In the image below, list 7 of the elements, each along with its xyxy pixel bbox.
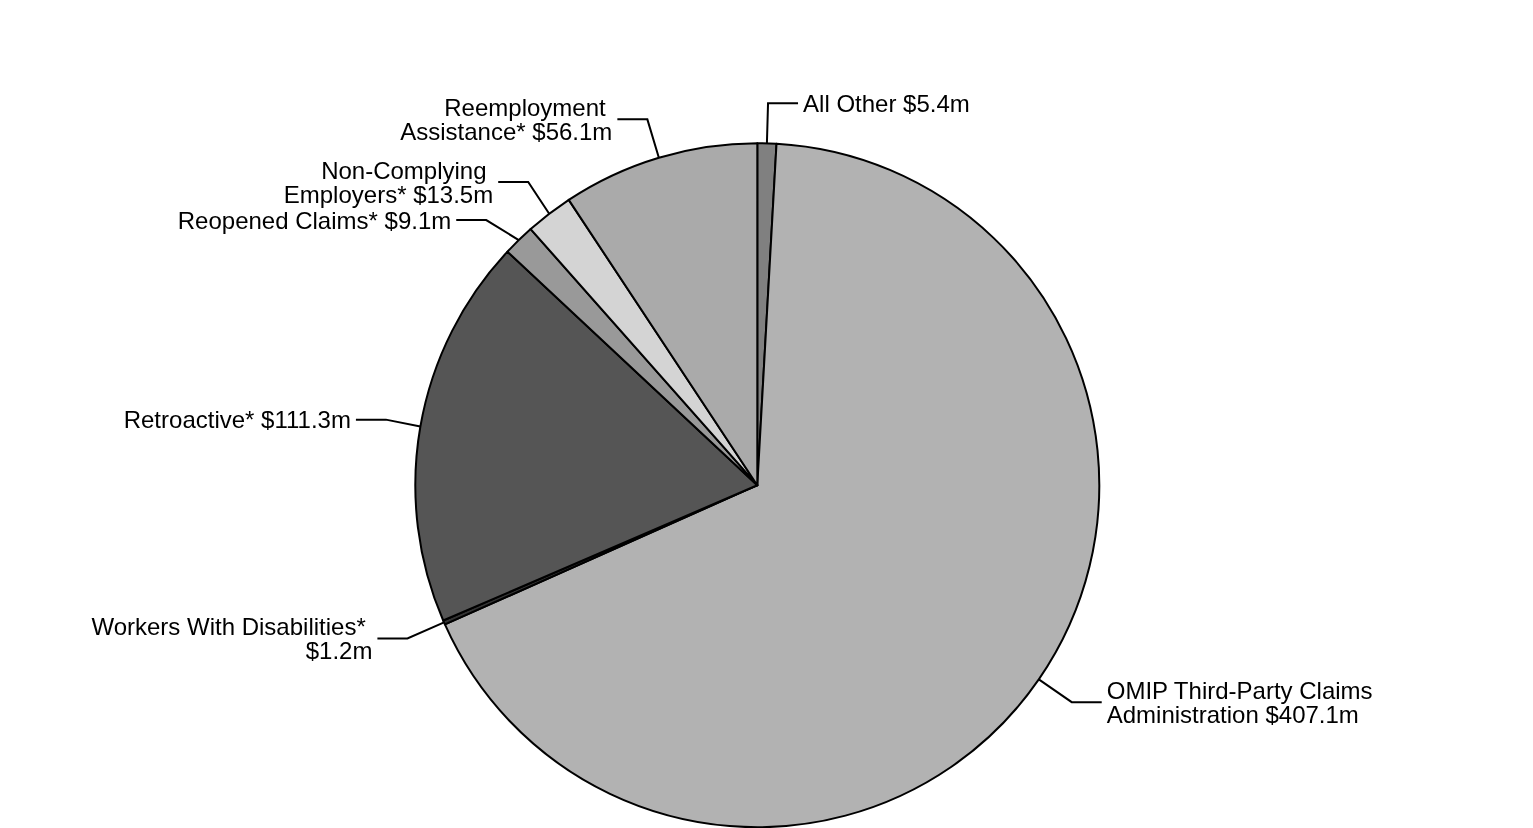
slice-label: Workers With Disabilities* (91, 613, 373, 640)
slice-label: Non-Complying Employers* $13.5m (283, 156, 494, 208)
slice-label: All Other $5.4m (803, 89, 970, 117)
slice-label: OMIP Third-Party Claims Administration $407.1m (1106, 676, 1380, 728)
data-label: $1.2m (305, 637, 373, 664)
slice-label: Reemployment Assistance* $56.1m (400, 93, 613, 145)
slice-label: Retroactive* $111.3m (123, 406, 351, 434)
